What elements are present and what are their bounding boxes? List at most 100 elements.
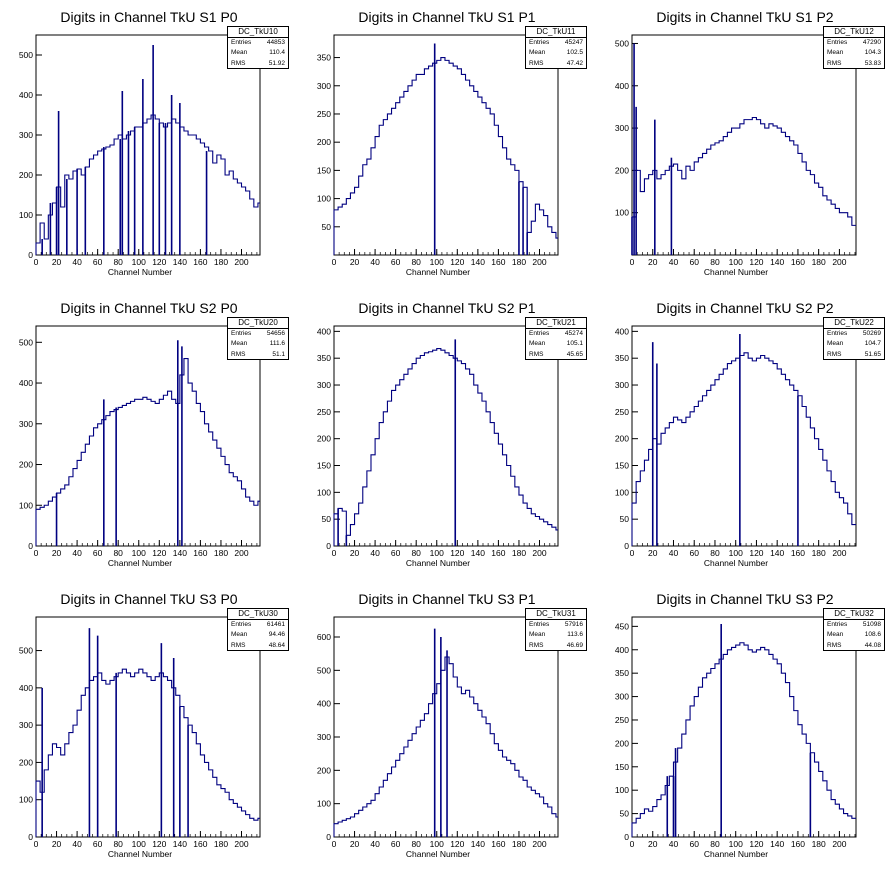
y-tick-label: 300	[317, 380, 331, 390]
stats-value: 105.1	[566, 340, 583, 348]
x-tick-label: 200	[234, 548, 248, 558]
stats-box: DC_TkU31 Entries 57916 Mean 113.6 RMS 46.69	[525, 608, 587, 651]
y-tick-label: 350	[615, 668, 629, 678]
x-tick-label: 160	[491, 548, 505, 558]
stats-row-entries: Entries 45274	[526, 329, 586, 339]
stats-row-rms: RMS 46.69	[526, 641, 586, 651]
x-tick-label: 200	[532, 257, 546, 267]
x-tick-label: 60	[689, 548, 699, 558]
stats-label: RMS	[231, 350, 246, 358]
plot-frame	[35, 325, 261, 547]
stats-label: Entries	[231, 621, 252, 628]
x-tick-label: 20	[648, 548, 658, 558]
chart-title: Digits in Channel TkU S2 P1	[358, 300, 536, 316]
x-axis-label: Channel Number	[108, 267, 172, 277]
x-tick-label: 140	[173, 257, 187, 267]
stats-row-rms: RMS 48.64	[228, 641, 288, 651]
histogram-series	[35, 114, 260, 255]
y-tick-label: 200	[615, 738, 629, 748]
histogram-plot: 0 20 40 60 80 100 120 140 160 180 200 0 100 200 300 400…	[19, 616, 261, 859]
stats-value: 44.08	[864, 641, 881, 649]
stats-row-rms: RMS 53.83	[824, 59, 884, 69]
stats-label: Entries	[231, 39, 252, 46]
y-tick-label: 200	[19, 170, 33, 180]
stats-row-entries: Entries 44853	[228, 38, 288, 48]
x-tick-label: 100	[132, 548, 146, 558]
y-tick-label: 250	[615, 715, 629, 725]
x-tick-label: 20	[52, 839, 62, 849]
y-tick-label: 200	[19, 757, 33, 767]
stats-value: 110.4	[269, 49, 285, 57]
stats-label: Mean	[231, 49, 248, 57]
x-tick-label: 180	[512, 548, 526, 558]
x-tick-label: 100	[729, 257, 743, 267]
stats-row-mean: Mean 110.4	[228, 48, 288, 58]
y-tick-label: 100	[19, 210, 33, 220]
histogram-series	[333, 347, 558, 546]
y-tick-label: 100	[615, 487, 629, 497]
x-tick-label: 200	[532, 548, 546, 558]
x-tick-label: 40	[72, 839, 82, 849]
y-tick-label: 400	[615, 81, 629, 91]
y-tick-label: 400	[317, 326, 331, 336]
x-tick-label: 120	[749, 548, 763, 558]
x-tick-label: 180	[512, 257, 526, 267]
x-tick-label: 200	[832, 548, 846, 558]
y-tick-label: 450	[615, 621, 629, 631]
x-axis-label: Channel Number	[406, 849, 470, 859]
stats-value: 51098	[862, 621, 881, 628]
x-tick-label: 160	[791, 548, 805, 558]
stats-label: Mean	[827, 631, 844, 639]
x-tick-label: 40	[72, 548, 82, 558]
x-axis-label: Channel Number	[406, 558, 470, 568]
x-tick-label: 40	[669, 839, 679, 849]
x-axis-label: Channel Number	[108, 558, 172, 568]
x-tick-label: 180	[812, 548, 826, 558]
x-tick-label: 200	[234, 839, 248, 849]
x-tick-label: 0	[34, 548, 39, 558]
y-tick-label: 150	[317, 165, 331, 175]
y-tick-label: 150	[615, 461, 629, 471]
plot-frame	[631, 616, 857, 838]
x-tick-label: 120	[450, 257, 464, 267]
histogram-plot: 0 20 40 60 80 100 120 140 160 180 200 0 100 200 300 400…	[19, 34, 261, 277]
x-tick-label: 40	[370, 257, 380, 267]
histogram-series	[631, 116, 856, 255]
x-tick-label: 80	[113, 257, 123, 267]
stats-value: 53.83	[864, 59, 881, 67]
x-tick-label: 120	[152, 839, 166, 849]
stats-value: 47290	[862, 39, 881, 46]
stats-label: RMS	[529, 59, 544, 67]
stats-box: DC_TkU12 Entries 47290 Mean 104.3 RMS 53.83	[823, 26, 885, 69]
stats-row-entries: Entries 57916	[526, 620, 586, 630]
x-tick-label: 80	[113, 839, 123, 849]
x-tick-label: 200	[532, 839, 546, 849]
x-tick-label: 160	[491, 839, 505, 849]
y-tick-label: 250	[615, 407, 629, 417]
histogram-panel: 0 20 40 60 80 100 120 140 160 180 200 0 100 200 300 400…	[298, 582, 596, 873]
x-axis-label: Channel Number	[704, 267, 768, 277]
stats-box: DC_TkU22 Entries 50269 Mean 104.7 RMS 51.65	[823, 317, 885, 360]
y-tick-label: 50	[620, 514, 630, 524]
x-tick-label: 140	[770, 548, 784, 558]
y-tick-label: 200	[19, 460, 33, 470]
y-tick-label: 0	[28, 250, 33, 260]
y-tick-label: 400	[615, 326, 629, 336]
x-tick-label: 140	[471, 548, 485, 558]
x-tick-label: 80	[710, 839, 720, 849]
chart-title: Digits in Channel TkU S1 P0	[60, 9, 238, 25]
stats-label: RMS	[827, 350, 842, 358]
histogram-series	[35, 668, 260, 837]
x-tick-label: 0	[34, 839, 39, 849]
stats-value: 45.65	[566, 350, 583, 358]
y-tick-label: 200	[615, 434, 629, 444]
stats-value: 94.46	[268, 631, 285, 639]
x-tick-label: 80	[113, 548, 123, 558]
stats-row-rms: RMS 44.08	[824, 641, 884, 651]
stats-row-mean: Mean 111.6	[228, 339, 288, 349]
stats-value: 44853	[266, 39, 285, 46]
x-tick-label: 40	[370, 839, 380, 849]
histogram-series	[333, 656, 558, 837]
x-tick-label: 120	[152, 548, 166, 558]
